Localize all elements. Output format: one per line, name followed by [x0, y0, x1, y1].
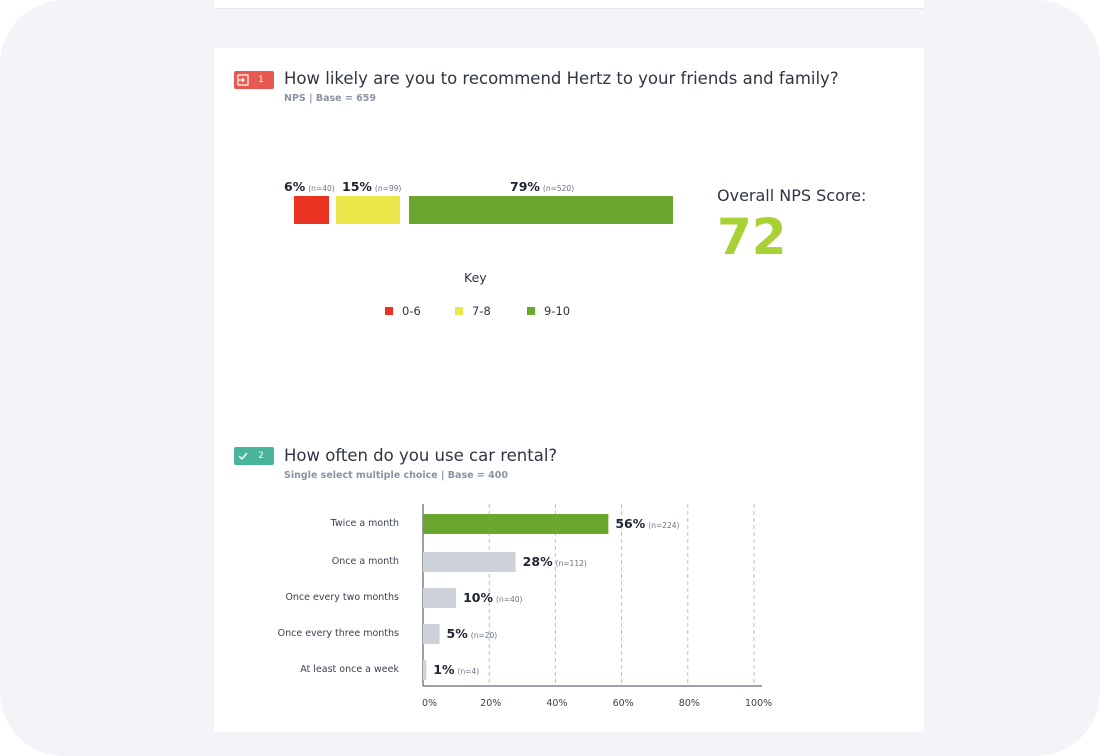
- nps-bar-passives: [336, 196, 400, 224]
- bar: [423, 624, 440, 644]
- x-tick-label: 20%: [480, 698, 502, 709]
- x-tick-label: 80%: [678, 698, 700, 709]
- nps-score-value: 72: [717, 208, 787, 266]
- x-tick-label: 40%: [546, 698, 568, 709]
- x-tick-label: 0%: [422, 698, 438, 709]
- nps-label-promoters: 79% (n=520): [510, 179, 575, 194]
- legend-item-promoters: 9-10: [527, 304, 570, 318]
- bar: [423, 588, 457, 608]
- nps-bar-promoters: [409, 196, 673, 224]
- question-2-badge: 2: [234, 447, 274, 465]
- nps-label-detractors: 6% (n=40): [284, 179, 335, 194]
- category-label: Once every two months: [285, 592, 399, 603]
- bar-value-label: 5% (n=20): [446, 626, 498, 641]
- category-label: Once a month: [331, 556, 399, 567]
- category-label: Twice a month: [330, 518, 399, 529]
- bar-value-label: 10% (n=40): [463, 590, 523, 605]
- legend-item-passives: 7-8: [455, 304, 491, 318]
- x-tick-label: 60%: [612, 698, 634, 709]
- bar-value-label: 56% (n=224): [615, 516, 680, 531]
- bar-value-label: 1% (n=4): [433, 662, 480, 677]
- bar: [423, 660, 427, 680]
- x-tick-label: 100%: [745, 698, 773, 709]
- question-number: 2: [258, 451, 264, 461]
- legend-title: Key: [464, 270, 487, 285]
- nps-label-passives: 15% (n=99): [342, 179, 402, 194]
- question-2-title: How often do you use car rental?: [284, 446, 558, 465]
- check-icon: [234, 447, 252, 465]
- category-label: Once every three months: [277, 628, 399, 639]
- nps-bar-detractors: [294, 196, 329, 224]
- question-1-subtitle: NPS | Base = 659: [284, 93, 376, 104]
- frequency-bar-chart: [422, 504, 762, 687]
- category-label: At least once a week: [300, 664, 399, 675]
- question-number: 1: [258, 75, 264, 85]
- legend-item-detractors: 0-6: [385, 304, 421, 318]
- bar: [423, 552, 516, 572]
- question-1-title: How likely are you to recommend Hertz to…: [284, 69, 839, 88]
- login-icon: [234, 71, 252, 89]
- nps-score-label: Overall NPS Score:: [717, 186, 867, 205]
- previous-card: [214, 0, 924, 9]
- question-2-subtitle: Single select multiple choice | Base = 4…: [284, 470, 508, 481]
- bar-value-label: 28% (n=112): [522, 554, 587, 569]
- bar: [423, 514, 609, 534]
- question-1-badge: 1: [234, 71, 274, 89]
- results-card: 1 How likely are you to recommend Hertz …: [214, 48, 924, 732]
